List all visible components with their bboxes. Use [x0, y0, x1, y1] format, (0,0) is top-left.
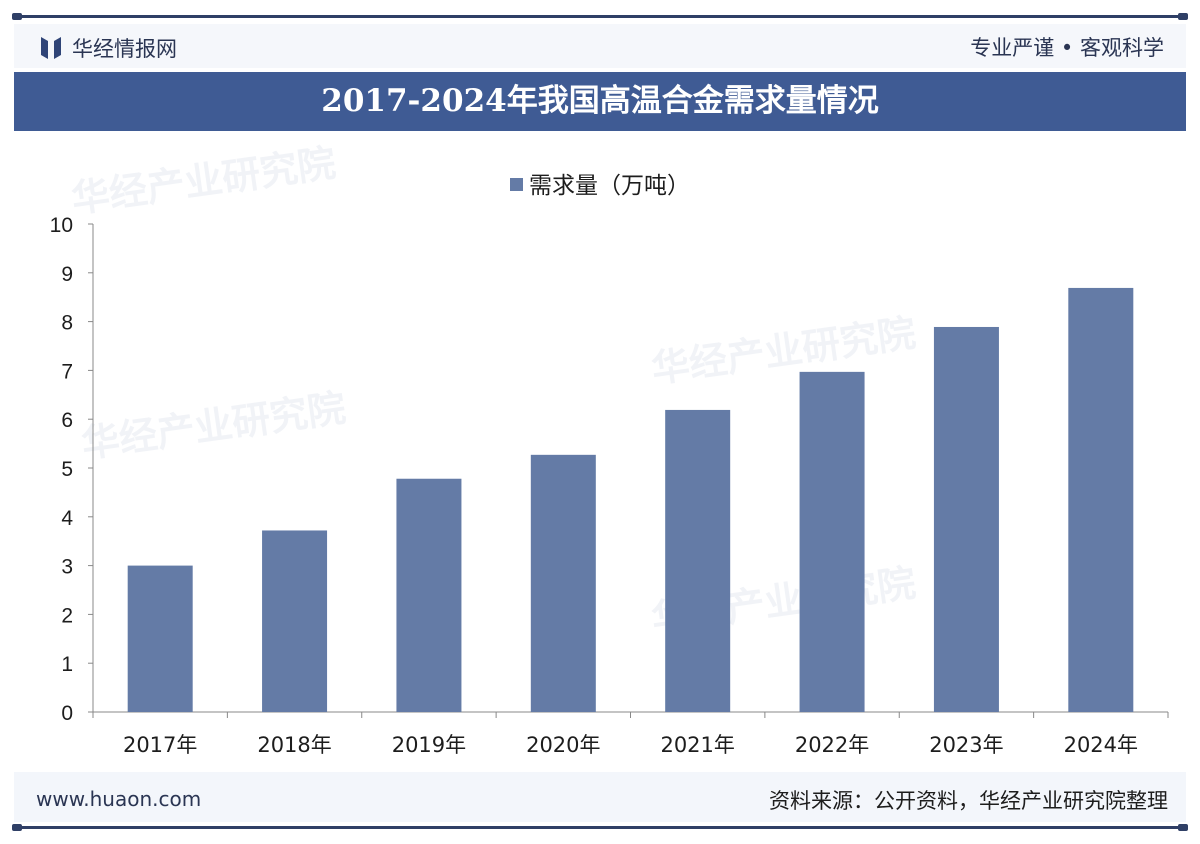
bar: [1068, 287, 1134, 712]
bottom-rule: [12, 824, 1188, 831]
logo: 华经情报网: [40, 33, 177, 63]
x-tick-label: 2023年: [929, 733, 1003, 757]
y-tick-label: 4: [61, 507, 73, 530]
x-tick-label: 2024年: [1064, 733, 1138, 757]
y-tick-label: 1: [61, 653, 73, 676]
x-tick-label: 2018年: [257, 733, 331, 757]
bar: [396, 478, 462, 712]
footer: www.huaon.com 资料来源：公开资料，华经产业研究院整理: [14, 772, 1186, 822]
x-tick-label: 2019年: [392, 733, 466, 757]
logo-text: 华经情报网: [72, 37, 177, 61]
bar: [262, 530, 328, 712]
x-tick-label: 2021年: [660, 733, 734, 757]
bar: [665, 409, 731, 712]
book-logo-icon: [41, 37, 61, 59]
bar: [799, 371, 865, 712]
y-tick-label: 6: [61, 409, 73, 432]
y-tick-label: 0: [61, 702, 73, 725]
bar: [127, 565, 193, 712]
legend-swatch: [510, 178, 523, 191]
y-tick-label: 2: [61, 604, 73, 627]
header: 华经情报网 专业严谨 • 客观科学: [14, 24, 1186, 68]
legend: 需求量（万吨）: [0, 166, 1200, 200]
top-rule: [12, 13, 1188, 20]
slogan: 专业严谨 • 客观科学: [970, 36, 1164, 60]
x-tick-label: 2022年: [795, 733, 869, 757]
footer-url[interactable]: www.huaon.com: [36, 787, 202, 811]
y-tick-label: 3: [61, 556, 73, 579]
bar: [933, 326, 999, 712]
y-tick-label: 10: [50, 214, 73, 237]
y-tick-label: 8: [61, 312, 73, 335]
y-tick-label: 9: [61, 263, 73, 286]
legend-label: 需求量（万吨）: [529, 173, 690, 199]
x-tick-label: 2017年: [123, 733, 197, 757]
source-note: 资料来源：公开资料，华经产业研究院整理: [769, 789, 1168, 813]
chart-title: 2017-2024年我国高温合金需求量情况: [14, 72, 1186, 131]
y-tick-label: 5: [61, 458, 73, 481]
bar: [530, 454, 596, 712]
y-tick-label: 7: [61, 360, 73, 383]
x-tick-label: 2020年: [526, 733, 600, 757]
